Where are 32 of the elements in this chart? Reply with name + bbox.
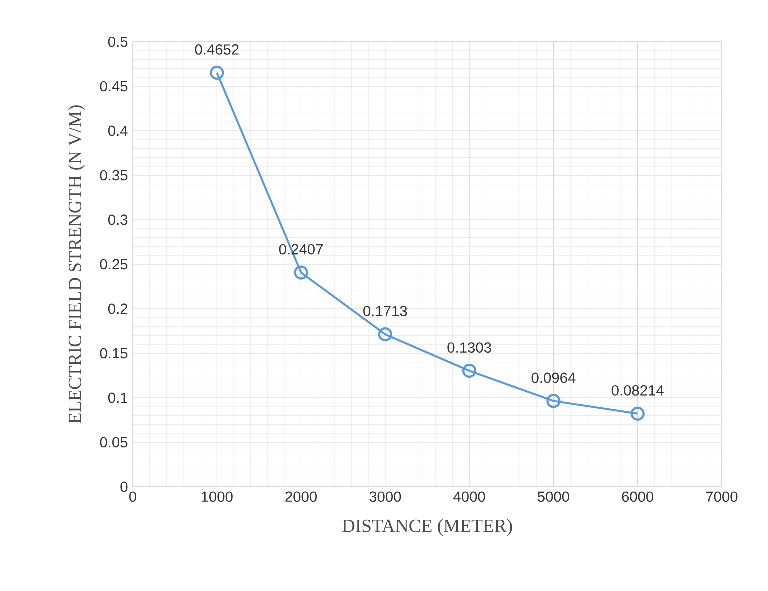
- y-tick-label: 0.5: [108, 36, 128, 48]
- point: [630, 406, 645, 421]
- point: [462, 364, 477, 378]
- point: [210, 66, 224, 80]
- x-tick-label: 3000: [370, 492, 402, 502]
- y-tick-label: 0.1: [108, 392, 128, 404]
- data-label: 0.0964: [532, 372, 576, 384]
- y-tick-label: 0.05: [100, 437, 128, 448]
- y-tick-label: 0.25: [100, 259, 128, 270]
- point: [294, 266, 308, 280]
- x-axis-title: DISTANCE (METER): [342, 519, 512, 536]
- data-label: 0.4652: [195, 44, 239, 55]
- y-tick-label: 0.3: [108, 214, 128, 226]
- y-tick-label: 0.35: [100, 170, 128, 181]
- x-tick-label: 1000: [202, 492, 233, 502]
- y-tick-label: 0.45: [100, 81, 128, 92]
- x-tick-label: 7000: [706, 492, 738, 502]
- data-label: 0.08214: [612, 385, 664, 396]
- point: [378, 327, 392, 342]
- x-tick-label: 6000: [622, 492, 654, 502]
- y-axis-title: ELECTRIC FIELD STRENGTH (N V/M): [68, 106, 86, 424]
- y-tick-label: 0.4: [108, 126, 128, 136]
- point: [546, 394, 561, 408]
- x-tick-label: 2000: [286, 492, 318, 502]
- y-tick-label: 0.2: [108, 304, 128, 314]
- x-tick-label: 4000: [454, 492, 486, 502]
- data-label: 0.1303: [448, 342, 492, 353]
- data-label: 0.1713: [364, 306, 408, 316]
- y-tick-label: 0.15: [100, 348, 128, 359]
- x-tick-label: 5000: [538, 492, 570, 502]
- x-tick-label: 0: [129, 492, 136, 502]
- y-tick-label: 0: [120, 482, 128, 492]
